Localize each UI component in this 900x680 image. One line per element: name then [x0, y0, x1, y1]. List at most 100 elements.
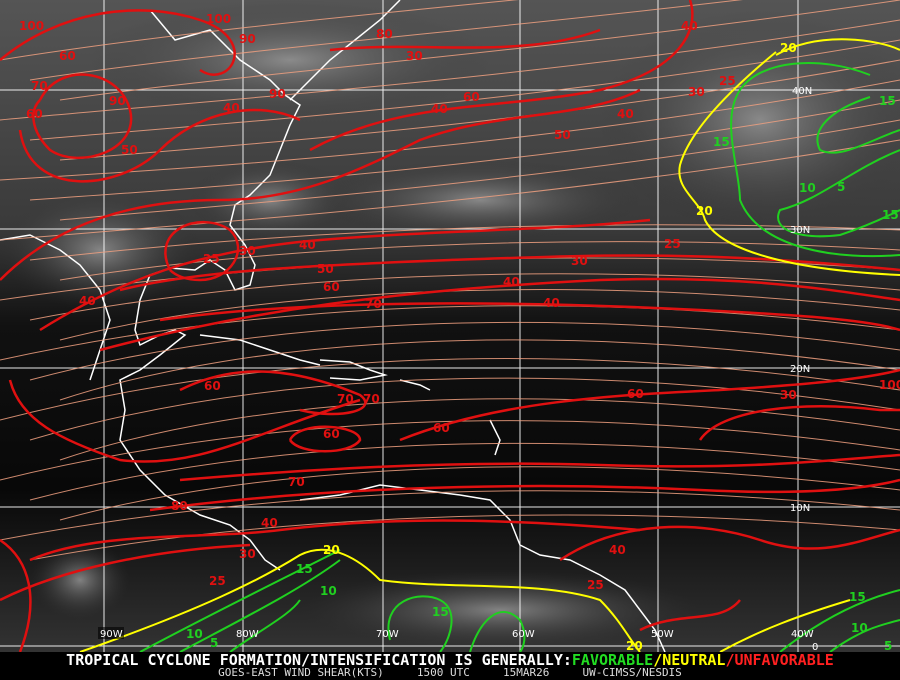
lon-label: 60W — [512, 629, 535, 640]
streamline — [0, 139, 900, 241]
separator: / — [725, 651, 735, 669]
contour-label: 40 — [617, 107, 634, 121]
streamline — [59, 59, 900, 161]
contour-label: 70 — [337, 392, 354, 406]
contour-label: 80 — [171, 499, 188, 513]
lat-label: 0 — [812, 642, 818, 652]
contour-label: 60 — [463, 90, 480, 104]
contour-label: 15 — [849, 590, 866, 604]
contour-label: 25 — [719, 74, 736, 88]
contour-label: 10 — [851, 621, 868, 635]
shear-contours-yellow — [79, 38, 900, 652]
contour-label: 60 — [627, 387, 644, 401]
contour-label: 5 — [884, 639, 892, 652]
contour-label: 70 — [365, 297, 382, 311]
contour-label: 70 — [363, 392, 380, 406]
streamline — [29, 377, 900, 441]
legend-favorable: FAVORABLE — [571, 651, 654, 669]
contour-label: 15 — [432, 605, 449, 619]
contour-label: 15 — [879, 94, 896, 108]
contour-label: 80 — [376, 27, 393, 41]
lat-label: 30N — [790, 225, 810, 236]
contour-label: 70 — [288, 475, 305, 489]
contour-label: 10 — [186, 627, 203, 641]
streamline — [29, 224, 900, 261]
contour-label: 40 — [299, 238, 316, 252]
streamline — [0, 79, 900, 181]
contour-label: 20 — [323, 543, 340, 557]
contour-label: 30 — [239, 244, 256, 258]
streamline — [59, 119, 900, 221]
product-source: UW-CIMSS/NESDIS — [582, 666, 682, 679]
contour-label: 30 — [688, 85, 705, 99]
streamline — [59, 241, 900, 281]
contour-label: 50 — [121, 143, 138, 157]
contour-label: 15 — [713, 135, 730, 149]
streamline — [59, 466, 900, 521]
streamline — [29, 99, 900, 201]
contour-label: 40 — [681, 19, 698, 33]
product-name: GOES-EAST WIND SHEAR(KTS) — [218, 666, 384, 679]
contour-label: 40 — [503, 275, 520, 289]
streamline — [0, 0, 519, 61]
streamline — [29, 442, 900, 501]
streamline — [59, 339, 900, 401]
contour-label: 50 — [554, 128, 571, 142]
contour-label: 5 — [210, 636, 218, 650]
contour-label: 30 — [239, 547, 256, 561]
contour-label: 10 — [320, 584, 337, 598]
streamline — [29, 321, 900, 381]
contour-label: 40 — [543, 296, 560, 310]
streamline — [29, 0, 743, 81]
streamline — [29, 39, 900, 141]
streamline — [29, 273, 900, 321]
contour-label: 40 — [609, 543, 626, 557]
contour-label: 50 — [317, 262, 334, 276]
legend-unfavorable: UNFAVORABLE — [734, 651, 834, 669]
product-info: GOES-EAST WIND SHEAR(KTS) 1500 UTC 15MAR… — [0, 667, 900, 679]
lon-label: 80W — [236, 629, 259, 640]
lon-label: 90W — [100, 629, 123, 640]
contour-label: 30 — [571, 254, 588, 268]
contour-label: 100 — [879, 378, 900, 392]
contour-label: 5 — [837, 180, 845, 194]
shear-contours-green — [139, 62, 900, 652]
product-date: 15MAR26 — [502, 666, 550, 679]
contour-label: 25 — [664, 237, 681, 251]
contour-label: 60 — [433, 421, 450, 435]
legend-neutral: NEUTRAL — [662, 651, 726, 669]
lat-lon-grid — [0, 0, 900, 652]
headline: TROPICAL CYCLONE FORMATION/INTENSIFICATI… — [0, 652, 900, 668]
contour-label: 90 — [269, 87, 286, 101]
contour-label: 60 — [26, 107, 43, 121]
lon-label: 70W — [376, 629, 399, 640]
contour-label: 40 — [261, 516, 278, 530]
grid-labels: 90W 80W 70W 60W 50W 40W 40N 30N 20N 10N … — [98, 86, 818, 652]
headline-prefix: TROPICAL CYCLONE FORMATION/INTENSIFICATI… — [66, 651, 572, 669]
lon-label: 40W — [791, 629, 814, 640]
product-time: 1500 UTC — [416, 666, 470, 679]
contour-label: 10 — [799, 181, 816, 195]
contour-label: 100 — [19, 19, 44, 33]
contour-label: 15 — [296, 562, 313, 576]
contour-label: 25 — [203, 252, 220, 266]
streamline — [0, 358, 900, 421]
contour-label: 60 — [323, 280, 340, 294]
contour-label: 15 — [882, 208, 899, 222]
contour-label: 40 — [431, 102, 448, 116]
shear-contours-red — [0, 0, 900, 652]
streamlines — [0, 0, 900, 561]
lat-label: 20N — [790, 364, 810, 375]
contour-label: 30 — [780, 388, 797, 402]
streamline — [0, 305, 900, 361]
contour-label: 60 — [59, 49, 76, 63]
streamline — [59, 398, 900, 461]
contour-label: 90 — [109, 94, 126, 108]
contour-label: 90 — [239, 32, 256, 46]
contour-label: 20 — [626, 639, 643, 652]
contour-label: 70 — [31, 79, 48, 93]
lat-label: 40N — [792, 86, 812, 97]
lon-label: 50W — [651, 629, 674, 640]
contour-label: 30 — [406, 49, 423, 63]
